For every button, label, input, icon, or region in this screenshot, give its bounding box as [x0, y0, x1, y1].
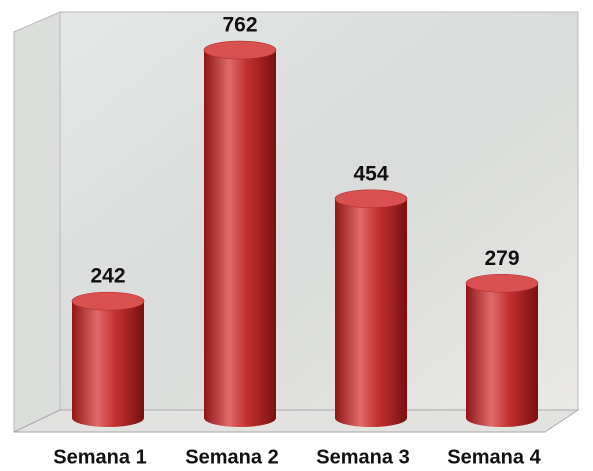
cylinder-top: [334, 189, 408, 209]
cylinder-top: [203, 40, 277, 60]
cylinder-top: [465, 273, 539, 293]
x-tick-label: Semana 3: [316, 446, 409, 468]
floor: [13, 409, 580, 433]
side-wall: [13, 11, 61, 433]
cylinder-body: [335, 198, 407, 427]
x-tick-label: Semana 4: [447, 446, 541, 468]
data-label: 279: [484, 247, 519, 270]
data-label: 762: [222, 14, 257, 37]
cylinder-body: [466, 283, 538, 427]
x-tick-label: Semana 1: [53, 446, 146, 468]
cylinder-top: [71, 291, 145, 311]
data-label: 242: [90, 265, 125, 288]
cylinder-body: [72, 301, 144, 427]
data-label: 454: [353, 162, 388, 185]
x-tick-label: Semana 2: [185, 446, 278, 468]
cylinder-body: [204, 50, 276, 427]
